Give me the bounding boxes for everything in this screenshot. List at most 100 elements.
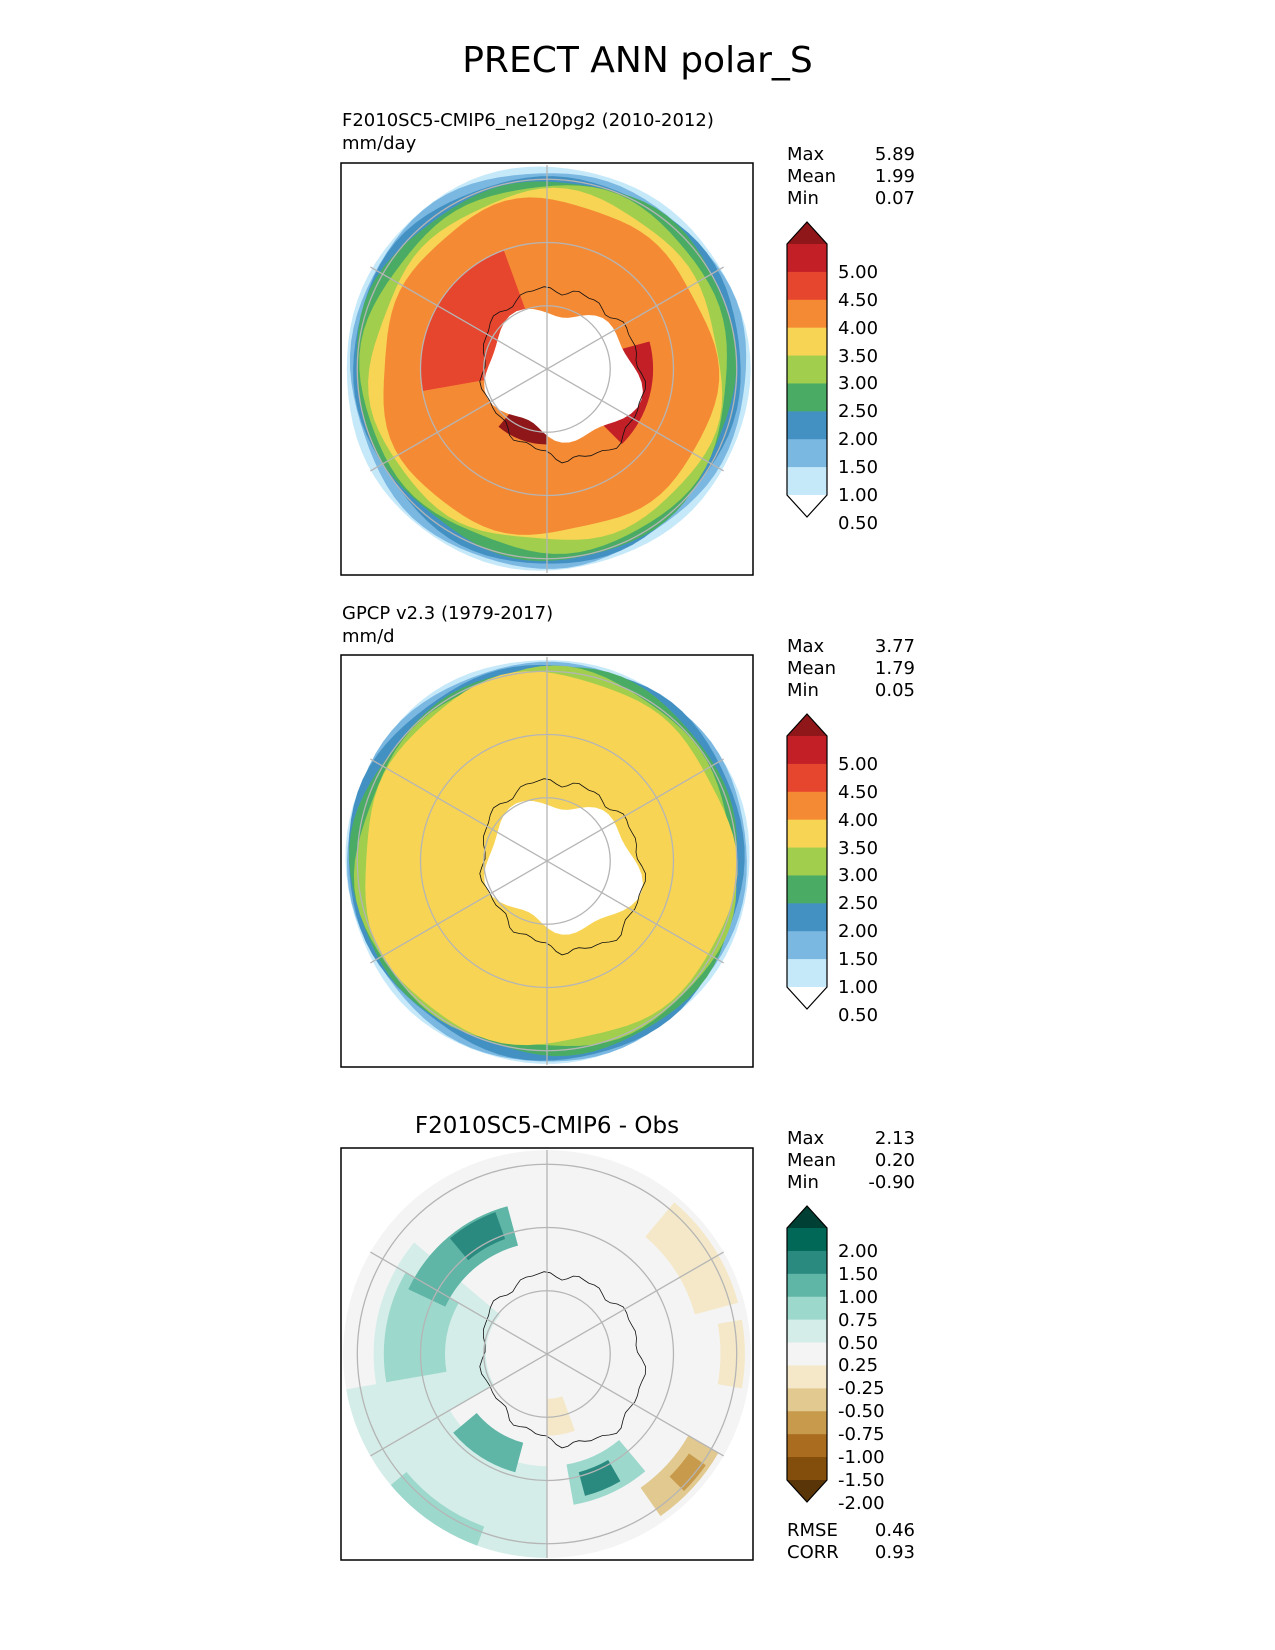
panel1-map: [340, 162, 754, 576]
colorbar-tick-label: 2.50: [838, 401, 879, 423]
panel1-max: 5.89: [874, 144, 915, 165]
panel1-mean: 1.99: [874, 166, 915, 187]
colorbar-bin: [787, 1457, 827, 1481]
colorbar-tick-label: 2.00: [838, 921, 879, 943]
colorbar-bin: [787, 467, 827, 496]
panel3-mean: 0.20: [874, 1150, 915, 1171]
colorbar-bin: [787, 903, 827, 932]
min-label: Min: [787, 1172, 819, 1193]
colorbar-tick-label: -2.00: [838, 1492, 885, 1514]
colorbar-bin: [787, 1319, 827, 1344]
panel2-colorbar: [786, 713, 828, 1010]
panel2-mean: 1.79: [874, 658, 915, 679]
colorbar-tick-label: 5.00: [838, 753, 879, 775]
colorbar-tick-label: 2.50: [838, 893, 879, 915]
colorbar-extend-max: [787, 714, 827, 736]
max-label: Max: [787, 636, 825, 657]
max-label: Max: [787, 1128, 825, 1149]
colorbar-bin: [787, 1273, 827, 1298]
colorbar-tick-label: 1.00: [838, 485, 879, 506]
anomaly-patch: [669, 1453, 706, 1491]
corr-label: CORR: [787, 1542, 839, 1563]
map-frame: [340, 654, 754, 1068]
colorbar-bin: [787, 299, 827, 329]
colorbar-outline: [786, 221, 828, 518]
colorbar-bin: [787, 847, 827, 876]
colorbar-bin: [787, 1296, 827, 1321]
anomaly-patch: [578, 1460, 621, 1496]
colorbar-tick-label: -0.50: [838, 1401, 885, 1423]
colorbar-bin: [787, 1250, 827, 1275]
colorbar-tick-label: 3.50: [838, 345, 879, 367]
colorbar-tick-label: -0.75: [838, 1424, 885, 1446]
field-layer: [343, 165, 751, 573]
colorbar-tick-label: 0.25: [838, 1355, 879, 1377]
colorbar-tick-label: 1.00: [838, 1286, 879, 1308]
ice-sheet: [484, 309, 643, 443]
anomaly-patch: [645, 1202, 739, 1315]
max-label: Max: [787, 144, 825, 165]
panel3-stats: Max 2.13 Mean 0.20 Min -0.90: [787, 1128, 915, 1194]
anomaly-patch: [453, 1413, 524, 1473]
colorbar-bin: [787, 355, 827, 384]
colorbar-bin: [787, 791, 827, 821]
panel1-min: 0.07: [874, 188, 915, 209]
meridian-line: [343, 218, 751, 520]
colorbar-extend-max: [787, 1206, 827, 1228]
colorbar-tick-label: 3.00: [838, 373, 879, 395]
field-layer: [343, 657, 751, 1065]
colorbar-extend-min: [787, 1480, 827, 1502]
colorbar-bin: [787, 959, 827, 988]
colorbar-tick-label: 1.50: [838, 1263, 879, 1285]
colorbar-tick-label: 4.50: [838, 289, 879, 311]
mean-label: Mean: [787, 166, 837, 187]
map-frame: [340, 1147, 754, 1561]
ice-sheet: [484, 801, 643, 935]
panel1-title: F2010SC5-CMIP6_ne120pg2 (2010-2012): [342, 110, 714, 131]
panel3-max: 2.13: [874, 1128, 915, 1149]
colorbar-bin: [787, 819, 827, 849]
colorbar-bin: [787, 1342, 827, 1366]
colorbar-tick-label: 2.00: [838, 429, 879, 451]
colorbar-bin: [787, 1411, 827, 1435]
panel2-min: 0.05: [874, 680, 915, 701]
map-frame: [340, 162, 754, 576]
colorbar-bin: [787, 327, 827, 357]
min-label: Min: [787, 188, 819, 209]
panel1-stats: Max 5.89 Mean 1.99 Min 0.07: [787, 144, 915, 210]
anomaly-patch: [717, 1319, 745, 1389]
panel3-rmse: 0.46: [874, 1520, 915, 1541]
colorbar-tick-label: 0.50: [838, 512, 879, 534]
colorbar-extend-min: [787, 987, 827, 1009]
field-layer: [343, 1150, 751, 1558]
colorbar-bin: [787, 244, 827, 273]
colorbar-bin: [787, 736, 827, 765]
colorbar-tick-label: 4.00: [838, 809, 879, 831]
colorbar-tick-label: -1.50: [838, 1470, 885, 1491]
panel2-units: mm/d: [342, 626, 395, 647]
panel2-map: [340, 654, 754, 1068]
panel3-min: -0.90: [868, 1172, 915, 1193]
panel2-title: GPCP v2.3 (1979-2017): [342, 603, 554, 624]
colorbar-bin: [787, 875, 827, 904]
panel3-title: F2010SC5-CMIP6 - Obs: [414, 1113, 680, 1139]
colorbar-bin: [787, 271, 827, 301]
panel3-map: [340, 1147, 754, 1561]
colorbar-tick-label: 4.50: [838, 781, 879, 803]
colorbar-tick-label: -1.00: [838, 1447, 885, 1469]
colorbar-bin: [787, 1388, 827, 1412]
colorbar-outline: [786, 1205, 828, 1503]
colorbar-bin: [787, 411, 827, 440]
colorbar-tick-label: 5.00: [838, 261, 879, 283]
colorbar-bin: [787, 763, 827, 793]
colorbar-bin: [787, 1365, 827, 1389]
colorbar-bin: [787, 931, 827, 960]
meridian-line: [343, 1203, 751, 1505]
colorbar-tick-label: 1.50: [838, 949, 879, 971]
colorbar-bin: [787, 439, 827, 468]
mean-label: Mean: [787, 1150, 837, 1171]
colorbar-tick-label: 0.75: [838, 1309, 879, 1331]
figure-title: PRECT ANN polar_S: [462, 40, 813, 81]
colorbar-outline: [786, 713, 828, 1010]
colorbar-extend-min: [787, 495, 827, 517]
